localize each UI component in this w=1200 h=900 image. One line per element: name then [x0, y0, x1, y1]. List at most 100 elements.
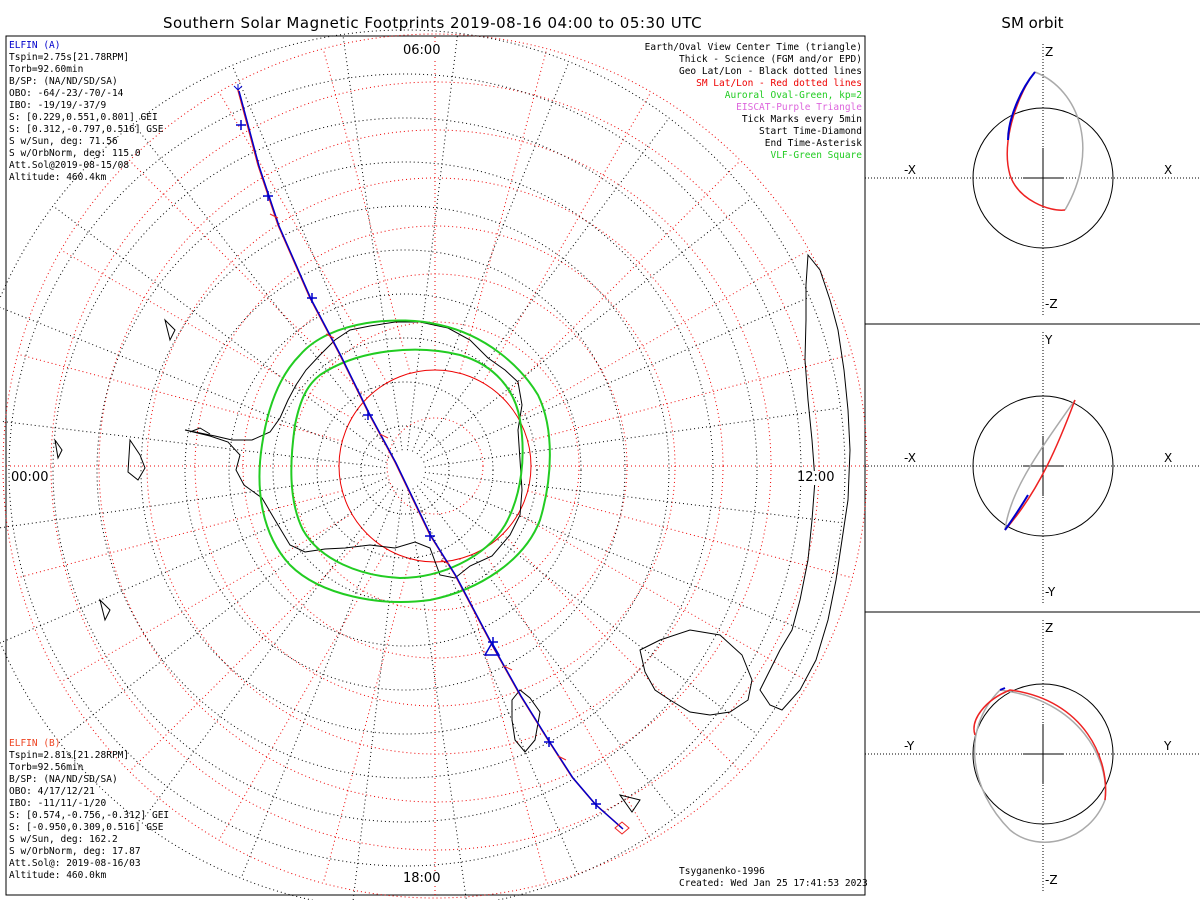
- sm-orbit-panels: [865, 44, 1200, 892]
- coastline-segment: [54, 439, 63, 460]
- elfin-b-track: [237, 89, 623, 829]
- sm-lat-circle: [242, 273, 628, 659]
- elfin-a-line: Att.Sol@2019-08-15/08: [9, 160, 130, 171]
- elfin-a-line: OBO: -64/-23/-70/-14: [9, 88, 124, 99]
- earth-circle: [972, 107, 1114, 249]
- sm-axis-label-right: X: [1164, 163, 1173, 177]
- elfin-b-line: Att.Sol@: 2019-08-16/03: [9, 858, 141, 869]
- geo-lon-line: [420, 481, 758, 735]
- geo-lon-line: [240, 488, 399, 879]
- sm-lon-line: [517, 250, 808, 419]
- sm-lat-circle: [146, 177, 724, 755]
- tick-mark-b: [379, 433, 389, 439]
- clock-label-right: 12:00: [796, 470, 836, 485]
- legend-item: SM Lat/Lon - Red dotted lines: [696, 78, 862, 89]
- coastline-segment: [618, 794, 641, 813]
- geo-lon-line: [0, 472, 386, 529]
- elfin-b-info: ELFIN (B) Tspin=2.81s[21.28RPM] Torb=92.5…: [9, 738, 169, 882]
- coastline-segment: [759, 253, 851, 711]
- geo-lon-line: [423, 296, 810, 463]
- legend-item: Start Time-Diamond: [759, 126, 862, 137]
- sm-lon-line: [502, 161, 740, 399]
- sm-lon-line: [323, 558, 411, 882]
- view-center-triangle: [483, 641, 501, 656]
- sm-axis-label-top: Z: [1045, 45, 1054, 59]
- sm-panel-xy: [865, 323, 1200, 604]
- sm-lon-line: [482, 548, 651, 839]
- tick-mark-b: [503, 665, 513, 671]
- sm-axis-label-top: Z: [1045, 621, 1054, 635]
- elfin-a-line: Altitude: 460.4km: [9, 172, 107, 183]
- geo-lat-circle: [140, 205, 670, 735]
- footprint-tracks: [233, 84, 630, 835]
- legend-item: VLF-Green Square: [770, 150, 862, 161]
- sm-lat-circle: [338, 369, 532, 563]
- end-asterisk: [233, 84, 243, 91]
- credit: Tsyganenko-1996 Created: Wed Jan 25 17:4…: [679, 866, 868, 890]
- sm-axis-label-bottom: -Z: [1045, 297, 1058, 311]
- elfin-b-line: S w/OrbNorm, deg: 17.87: [9, 846, 141, 857]
- legend-item: Geo Lat/Lon - Black dotted lines: [678, 66, 862, 77]
- geo-lat-circle: [228, 293, 582, 647]
- sm-axis-label-left: -Y: [904, 739, 915, 753]
- coastline-segment: [511, 689, 541, 753]
- elfin-a-line: S w/OrbNorm, deg: 115.0: [9, 148, 141, 159]
- coastline-segment: [127, 438, 146, 481]
- tick-mark-b: [325, 333, 335, 339]
- clock-label-left: 00:00: [10, 470, 50, 485]
- sm-lon-line: [527, 490, 851, 578]
- auroral-oval-outer: [258, 319, 551, 603]
- geo-lon-line: [132, 123, 394, 455]
- orbit-track-red: [1004, 399, 1076, 531]
- sm-axis-label-right: X: [1164, 451, 1173, 465]
- orbit-track-blue: [1007, 71, 1036, 141]
- geo-lat-circle: [184, 249, 626, 691]
- elfin-b-line: OBO: 4/17/12/21: [9, 786, 95, 797]
- legend-item: Thick - Science (FGM and/or EPD): [678, 54, 862, 65]
- elfin-b-name: ELFIN (B): [9, 738, 61, 749]
- elfin-b-line: Altitude: 460.0km: [9, 870, 107, 881]
- sm-axis-label-bottom: -Y: [1045, 585, 1056, 599]
- orbit-track-gray: [1034, 71, 1084, 211]
- sm-lon-line: [62, 250, 353, 419]
- geo-lon-line: [0, 477, 387, 644]
- earth-circle: [972, 683, 1114, 825]
- elfin-a-line: Torb=92.60min: [9, 64, 84, 75]
- coastline-segment: [189, 427, 211, 435]
- geo-lon-line: [424, 471, 842, 524]
- orbit-track-red: [1006, 71, 1066, 211]
- elfin-a-info: ELFIN (A) Tspin=2.75s[21.78RPM] Torb=92.6…: [9, 40, 163, 184]
- sm-panel-yz: [865, 611, 1200, 892]
- tick-mark-b: [440, 559, 450, 565]
- geo-lon-line: [52, 205, 390, 459]
- orbit-track-red: [973, 689, 1107, 801]
- legend-item: EISCAT-Purple Triangle: [736, 102, 862, 113]
- auroral-oval: [258, 319, 551, 603]
- elfin-b-line: Torb=92.56min: [9, 762, 84, 773]
- geo-lat-circle: [360, 425, 450, 515]
- sm-lon-line: [517, 513, 808, 682]
- geo-lon-line: [416, 485, 678, 817]
- elfin-a-line: S: [0.229,0.551,0.801] GEI: [9, 112, 158, 123]
- elfin-a-name: ELFIN (A): [9, 40, 61, 51]
- orbit-track-blue: [1004, 494, 1029, 531]
- sm-lon-line: [502, 533, 740, 771]
- sm-axis-label-left: -X: [904, 163, 916, 177]
- elfin-a-line: S: [0.312,-0.797,0.516] GSE: [9, 124, 164, 135]
- sm-lat-circle: [386, 417, 484, 515]
- geo-lon-line: [140, 485, 394, 823]
- auroral-oval-inner: [290, 348, 524, 580]
- geo-lon-line: [58, 481, 390, 743]
- sm-axis-label-left: -X: [904, 451, 916, 465]
- elfin-b-line: B/SP: (NA/ND/SD/SA): [9, 774, 118, 785]
- legend: Earth/Oval View Center Time (triangle) Th…: [645, 42, 862, 162]
- elfin-b-line: S w/Sun, deg: 162.2: [9, 834, 118, 845]
- geo-lat-circle: [8, 73, 802, 867]
- sm-lon-line: [482, 93, 651, 384]
- geo-lat-circle: [272, 337, 538, 603]
- model-name: Tsyganenko-1996: [679, 866, 765, 877]
- elfin-a-line: IBO: -19/19/-37/9: [9, 100, 107, 111]
- elfin-b-line: IBO: -11/11/-1/20: [9, 798, 107, 809]
- elfin-a-line: B/SP: (NA/ND/SD/SA): [9, 76, 118, 87]
- coastline-segment: [639, 629, 753, 716]
